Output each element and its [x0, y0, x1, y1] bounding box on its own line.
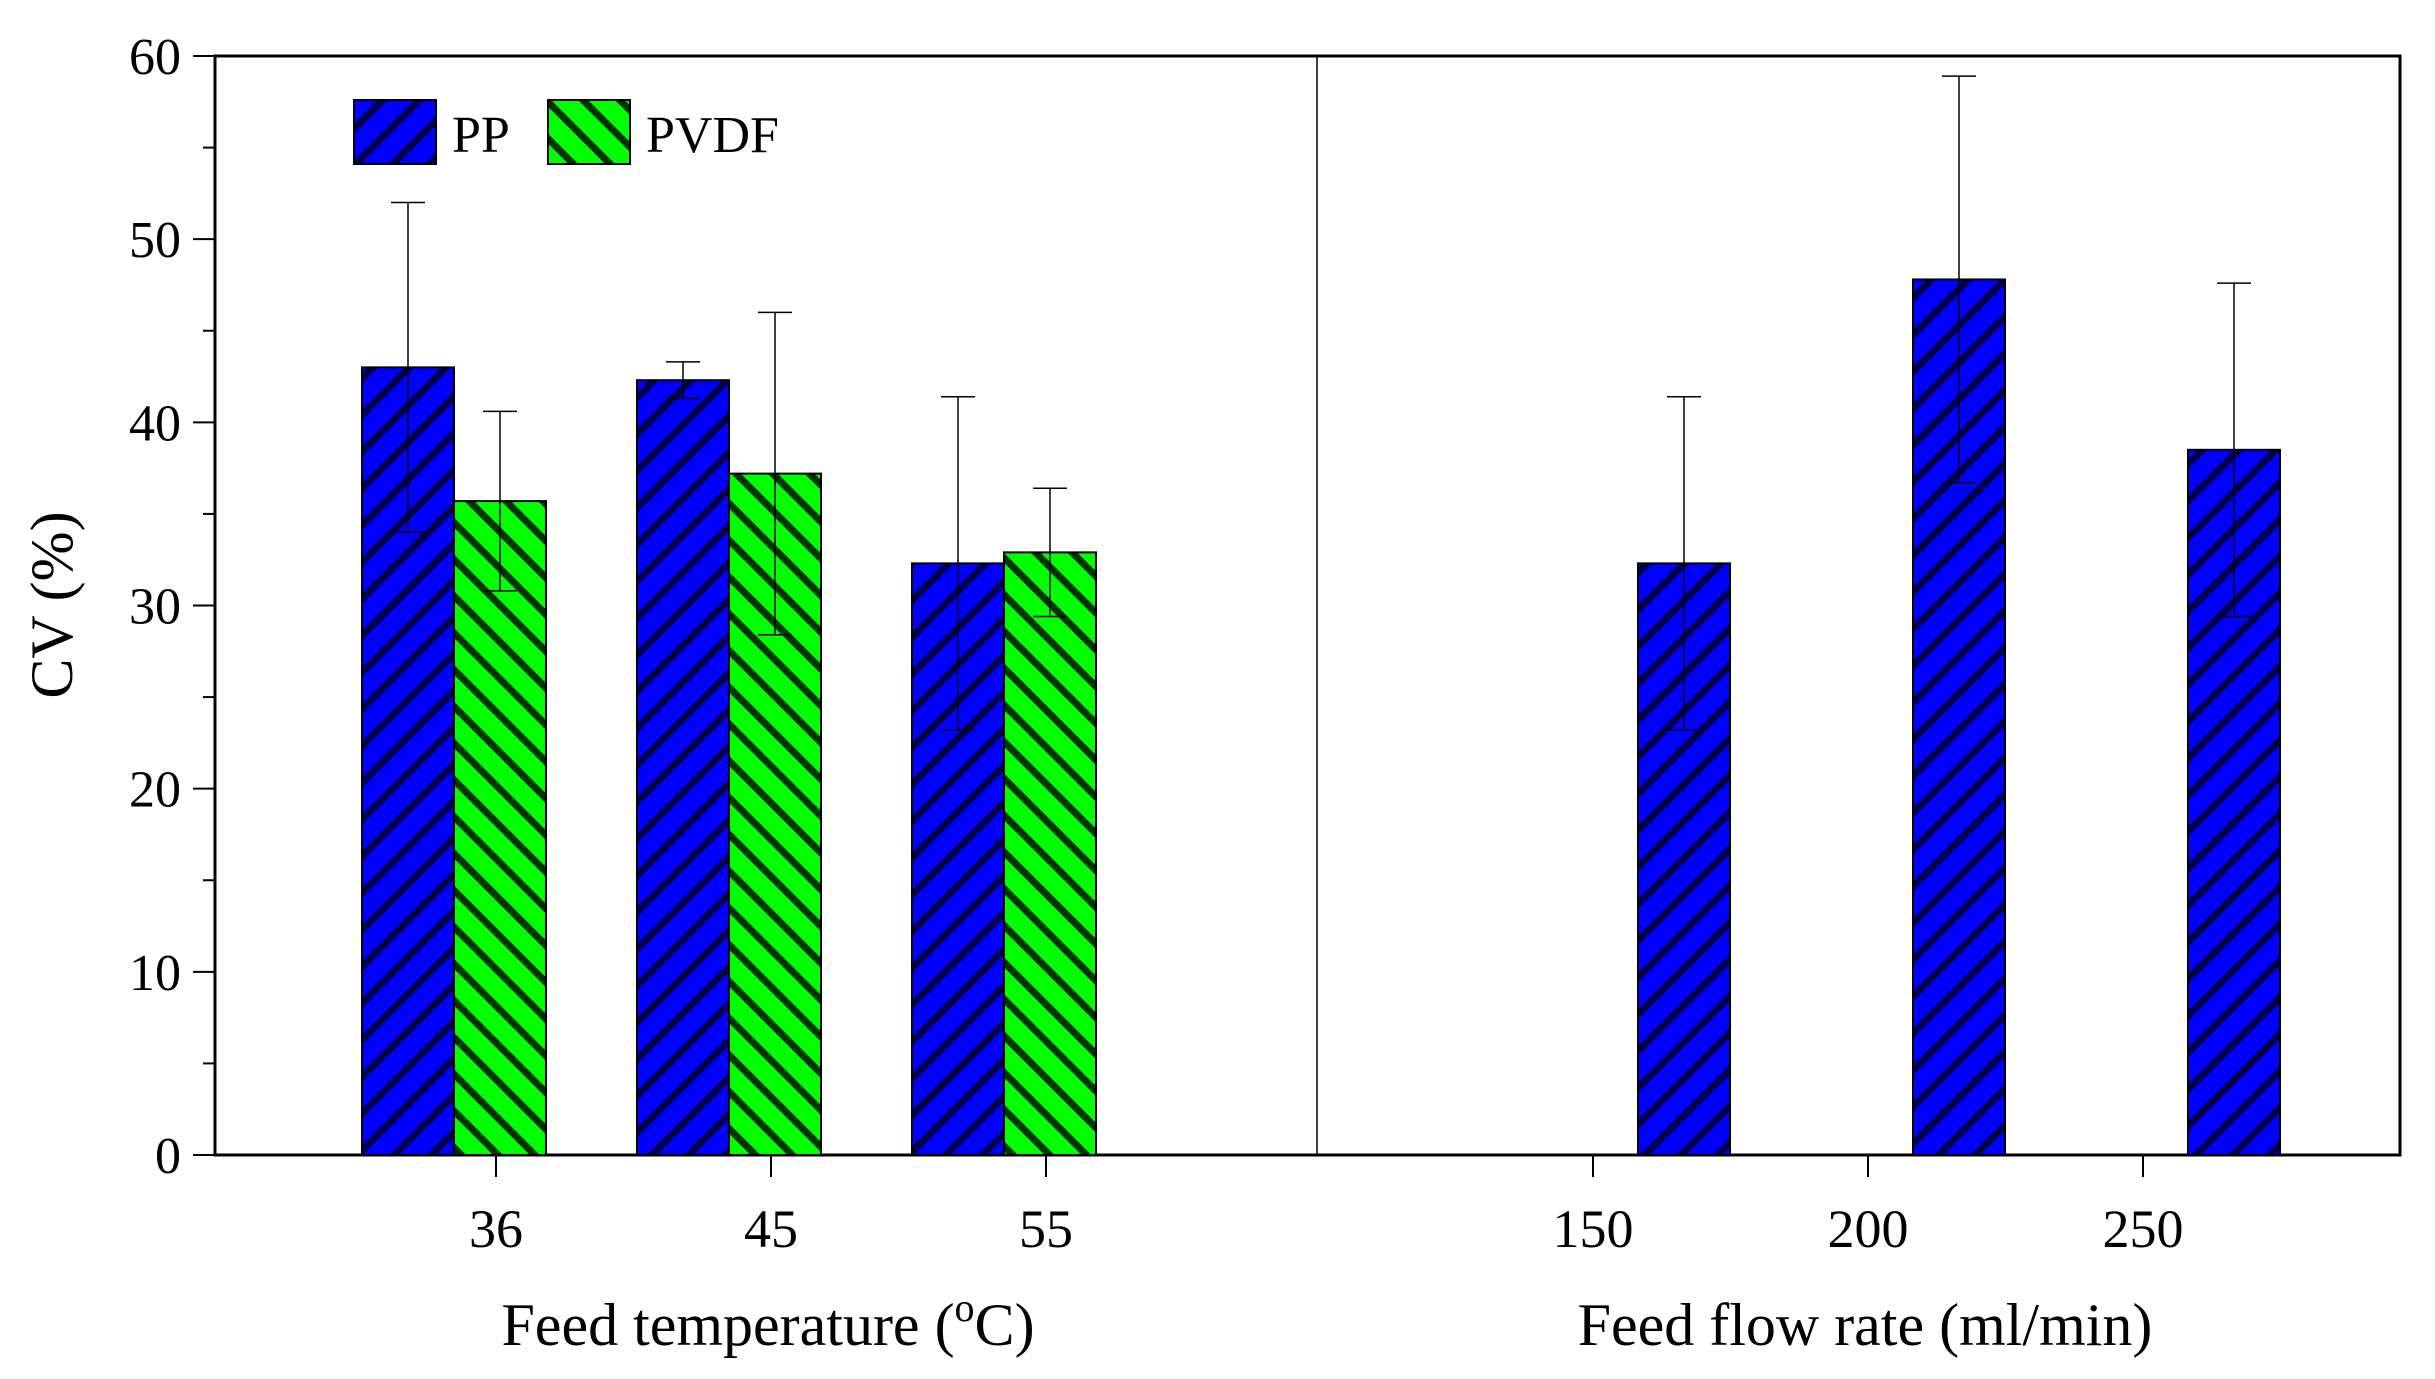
- x-tick-label: 200: [1828, 1199, 1909, 1259]
- error-bars: [391, 75, 2251, 731]
- x-axis-label-temperature: Feed temperature (oC): [501, 1285, 1034, 1358]
- x-tick-label: 36: [469, 1199, 523, 1259]
- y-tick-label: 60: [129, 29, 181, 86]
- x-axis-label-temperature-sup: o: [955, 1285, 975, 1330]
- y-tick-label: 20: [129, 762, 181, 819]
- y-tick-label: 40: [129, 395, 181, 452]
- bars: [361, 278, 2281, 1157]
- x-axis-label-flow-rate: Feed flow rate (ml/min): [1578, 1292, 2153, 1358]
- x-tick-label: 150: [1553, 1199, 1634, 1259]
- legend: PP PVDF: [353, 99, 779, 165]
- legend-swatch-pp: [353, 99, 437, 165]
- y-tick-label: 0: [155, 1128, 181, 1185]
- y-tick-label: 10: [129, 945, 181, 1002]
- bar-pvdf: [453, 500, 547, 1157]
- x-axis: 36 45 55 150 200 250: [469, 1155, 2184, 1259]
- y-axis: 0 10 20 30 40 50 60: [129, 29, 215, 1185]
- legend-label-pvdf: PVDF: [646, 107, 779, 164]
- x-tick-label: 45: [744, 1199, 798, 1259]
- x-axis-label-temperature-main: Feed temperature (: [501, 1292, 954, 1358]
- bar-pvdf: [1003, 551, 1097, 1156]
- legend-swatch-pvdf: [547, 99, 631, 165]
- bar-pp: [636, 379, 730, 1156]
- x-axis-label-temperature-tail: C): [975, 1292, 1035, 1358]
- y-tick-label: 50: [129, 212, 181, 269]
- x-tick-label: 250: [2103, 1199, 2184, 1259]
- y-tick-label: 30: [129, 579, 181, 636]
- legend-label-pp: PP: [452, 107, 510, 164]
- y-axis-label: CV (%): [19, 511, 85, 698]
- x-tick-label: 55: [1019, 1199, 1073, 1259]
